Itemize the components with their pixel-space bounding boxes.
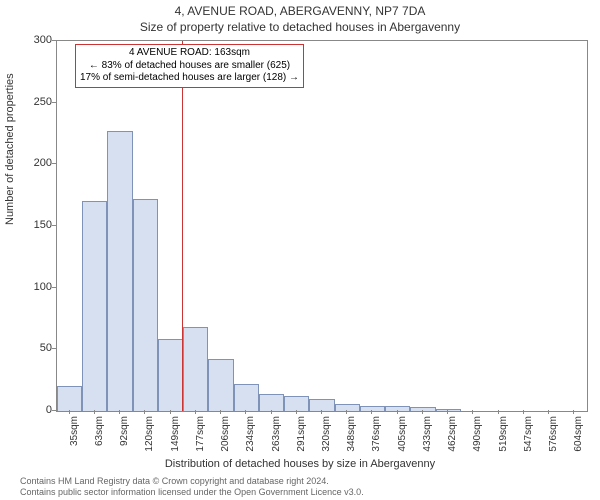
histogram-bar (234, 384, 259, 411)
xtick-mark (472, 410, 473, 414)
chart-container: 4, AVENUE ROAD, ABERGAVENNY, NP7 7DA Siz… (0, 0, 600, 500)
xtick-label: 120sqm (144, 416, 155, 456)
ytick-mark (52, 163, 56, 164)
chart-title-line2: Size of property relative to detached ho… (0, 20, 600, 34)
xtick-label: 291sqm (296, 416, 307, 456)
ytick-label: 200 (12, 157, 52, 169)
xtick-label: 234sqm (245, 416, 256, 456)
footer-line-2: Contains public sector information licen… (20, 487, 364, 498)
xtick-mark (422, 410, 423, 414)
ytick-label: 50 (12, 342, 52, 354)
reference-line (182, 41, 183, 411)
xtick-mark (170, 410, 171, 414)
xtick-mark (321, 410, 322, 414)
xtick-mark (69, 410, 70, 414)
xtick-label: 206sqm (220, 416, 231, 456)
histogram-bar (259, 394, 284, 411)
xtick-label: 576sqm (548, 416, 559, 456)
ytick-label: 250 (12, 96, 52, 108)
histogram-bar (183, 327, 208, 411)
annotation-line-2: ← 83% of detached houses are smaller (62… (80, 60, 299, 73)
histogram-bar (410, 407, 435, 411)
chart-title-line1: 4, AVENUE ROAD, ABERGAVENNY, NP7 7DA (0, 4, 600, 18)
histogram-bar (107, 131, 132, 411)
xtick-label: 376sqm (371, 416, 382, 456)
xtick-mark (144, 410, 145, 414)
xtick-mark (220, 410, 221, 414)
xtick-mark (94, 410, 95, 414)
histogram-bar (57, 386, 82, 411)
xtick-mark (498, 410, 499, 414)
histogram-bar (208, 359, 233, 411)
xtick-label: 92sqm (119, 416, 130, 456)
xtick-label: 519sqm (498, 416, 509, 456)
annotation-box: 4 AVENUE ROAD: 163sqm ← 83% of detached … (75, 44, 304, 88)
annotation-line-1: 4 AVENUE ROAD: 163sqm (80, 47, 299, 60)
ytick-label: 100 (12, 281, 52, 293)
plot-area (56, 40, 588, 412)
ytick-mark (52, 40, 56, 41)
xtick-label: 490sqm (472, 416, 483, 456)
histogram-bar (82, 201, 107, 411)
xtick-mark (119, 410, 120, 414)
xtick-mark (447, 410, 448, 414)
xtick-label: 320sqm (321, 416, 332, 456)
xtick-label: 63sqm (94, 416, 105, 456)
xtick-label: 547sqm (523, 416, 534, 456)
x-axis-label: Distribution of detached houses by size … (0, 458, 600, 470)
xtick-mark (573, 410, 574, 414)
xtick-label: 149sqm (170, 416, 181, 456)
xtick-mark (346, 410, 347, 414)
histogram-bar (133, 199, 158, 411)
xtick-mark (245, 410, 246, 414)
footer-attribution: Contains HM Land Registry data © Crown c… (20, 476, 364, 498)
xtick-label: 35sqm (69, 416, 80, 456)
ytick-mark (52, 348, 56, 349)
xtick-label: 348sqm (346, 416, 357, 456)
xtick-label: 604sqm (573, 416, 584, 456)
ytick-label: 0 (12, 404, 52, 416)
ytick-mark (52, 225, 56, 226)
ytick-mark (52, 287, 56, 288)
xtick-label: 177sqm (195, 416, 206, 456)
ytick-label: 300 (12, 34, 52, 46)
xtick-label: 263sqm (271, 416, 282, 456)
xtick-mark (548, 410, 549, 414)
ytick-label: 150 (12, 219, 52, 231)
xtick-label: 433sqm (422, 416, 433, 456)
xtick-mark (296, 410, 297, 414)
annotation-line-3: 17% of semi-detached houses are larger (… (80, 72, 299, 85)
xtick-mark (371, 410, 372, 414)
ytick-mark (52, 102, 56, 103)
histogram-bar (158, 339, 183, 411)
xtick-label: 405sqm (397, 416, 408, 456)
xtick-mark (195, 410, 196, 414)
xtick-label: 462sqm (447, 416, 458, 456)
xtick-mark (271, 410, 272, 414)
footer-line-1: Contains HM Land Registry data © Crown c… (20, 476, 364, 487)
xtick-mark (397, 410, 398, 414)
xtick-mark (523, 410, 524, 414)
histogram-bar (385, 406, 410, 411)
histogram-bar (284, 396, 309, 411)
ytick-mark (52, 410, 56, 411)
